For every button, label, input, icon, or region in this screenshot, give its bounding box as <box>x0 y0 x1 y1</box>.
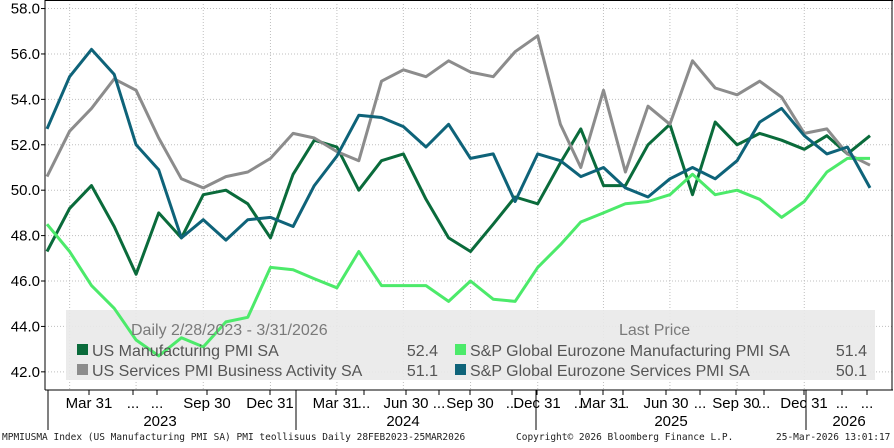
x-axis-tick-labels: Mar 31...... Sep 30 Dec 31 Mar 31... Jun 30.… <box>47 390 874 430</box>
footer-index-description: MPMIUSMA Index (US Manufacturing PMI SA)… <box>2 432 466 443</box>
x-year-label: 2026 <box>832 413 865 430</box>
legend-last-value-1: 52.4 <box>407 343 438 360</box>
legend: Daily 2/28/2023 - 3/31/2026 Last Price US … <box>77 322 867 380</box>
legend-date-range: Daily 2/28/2023 - 3/31/2026 <box>131 322 328 339</box>
x-tick-label: Dec 31 <box>246 395 294 412</box>
x-year-label: 2023 <box>143 413 176 430</box>
x-tick-label: Mar 31 <box>66 395 113 412</box>
x-tick-label: ... <box>617 395 630 412</box>
legend-last-price-header: Last Price <box>619 322 690 339</box>
y-tick-label: 54.0 <box>11 91 40 108</box>
x-tick-label: Sep 30 <box>446 395 494 412</box>
legend-series-name-2: US Services PMI Business Activity SA <box>92 363 363 380</box>
legend-swatch-4 <box>455 364 466 375</box>
legend-swatch-3 <box>455 344 466 355</box>
x-tick-label: Dec 31 <box>780 395 828 412</box>
series-lines <box>45 34 872 358</box>
y-tick-label: 50.0 <box>11 182 40 199</box>
legend-series-name-1: US Manufacturing PMI SA <box>92 343 279 360</box>
x-tick-label: ... <box>506 395 519 412</box>
series-line-4 <box>45 47 872 242</box>
y-axis-tick-labels: 42.0 44.0 46.0 48.0 50.0 52.0 54.0 56.0 58.0 <box>11 1 40 381</box>
x-tick-label: Jun 30 <box>643 395 688 412</box>
x-tick-label: ... <box>861 395 874 412</box>
y-tick-label: 48.0 <box>11 228 40 245</box>
legend-last-value-3: 51.4 <box>836 343 867 360</box>
x-tick-label: Mar 31 <box>580 395 627 412</box>
x-tick-label: ... <box>836 395 849 412</box>
x-tick-label: Sep 30 <box>183 395 231 412</box>
x-year-label: 2024 <box>386 413 419 430</box>
x-tick-label: Jun 30 <box>383 395 428 412</box>
series-line-1 <box>45 120 871 276</box>
x-tick-label: ... <box>127 395 140 412</box>
footer-copyright: Copyright© 2026 Bloomberg Finance L.P. <box>516 432 734 443</box>
legend-swatch-1 <box>77 344 88 355</box>
series-line-2 <box>45 34 871 190</box>
footer-timestamp: 25-Mar-2026 13:01:17 <box>776 432 891 443</box>
x-tick-label: ... <box>694 395 707 412</box>
x-tick-label: ... <box>574 395 587 412</box>
x-tick-label: ... <box>358 395 371 412</box>
legend-last-value-2: 51.1 <box>407 363 438 380</box>
axes <box>44 0 893 391</box>
x-tick-label: ... <box>151 395 164 412</box>
legend-series-name-4: S&P Global Eurozone Services PMI SA <box>470 363 750 380</box>
x-year-label: 2025 <box>654 413 687 430</box>
series-line-3 <box>45 156 870 358</box>
x-tick-label: Sep 30 <box>712 395 760 412</box>
y-tick-label: 46.0 <box>11 273 40 290</box>
y-tick-label: 52.0 <box>11 137 40 154</box>
x-tick-label: ... <box>758 395 771 412</box>
x-tick-label: Mar 31 <box>313 395 360 412</box>
y-tick-label: 44.0 <box>11 318 40 335</box>
y-tick-label: 56.0 <box>11 46 40 63</box>
x-tick-label: ... <box>433 395 446 412</box>
y-tick-label: 42.0 <box>11 364 40 381</box>
legend-swatch-2 <box>77 364 88 375</box>
legend-series-name-3: S&P Global Eurozone Manufacturing PMI SA <box>470 343 790 360</box>
legend-last-value-4: 50.1 <box>836 363 867 380</box>
x-tick-label: Dec 31 <box>513 395 561 412</box>
y-tick-label: 58.0 <box>11 1 40 18</box>
